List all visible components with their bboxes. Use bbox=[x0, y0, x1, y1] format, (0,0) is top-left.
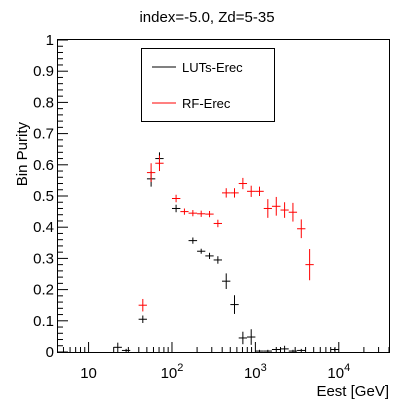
data-point bbox=[197, 248, 206, 254]
x-tick-base: 10 bbox=[244, 365, 261, 382]
y-tick-label: 0 bbox=[46, 344, 54, 361]
data-point bbox=[222, 188, 231, 198]
data-point bbox=[263, 349, 272, 352]
data-point bbox=[205, 210, 214, 218]
legend-label-rf: RF-Erec bbox=[182, 96, 231, 111]
data-point bbox=[247, 329, 256, 345]
data-point bbox=[180, 208, 189, 215]
data-point bbox=[247, 185, 256, 197]
data-point bbox=[205, 252, 214, 260]
data-series bbox=[113, 152, 339, 352]
legend: LUTs-Erec RF-Erec bbox=[141, 48, 275, 122]
data-point bbox=[297, 219, 306, 239]
data-point bbox=[113, 342, 122, 352]
data-point bbox=[297, 348, 306, 352]
data-point bbox=[255, 186, 264, 196]
y-tick-label: 0.8 bbox=[33, 94, 54, 111]
data-point bbox=[288, 202, 298, 222]
data-point bbox=[138, 315, 147, 323]
data-point bbox=[230, 295, 239, 314]
y-axis-label: Bin Purity bbox=[14, 122, 31, 187]
data-point bbox=[222, 273, 231, 289]
x-tick-label: 10 bbox=[80, 365, 97, 382]
data-point bbox=[305, 249, 314, 281]
y-tick-label: 0.5 bbox=[33, 188, 54, 205]
data-point bbox=[255, 349, 264, 352]
data-point bbox=[146, 163, 156, 182]
data-point bbox=[197, 210, 206, 217]
y-tick-label: 0.7 bbox=[33, 126, 54, 143]
y-tick-label: 0.4 bbox=[33, 219, 54, 236]
x-tick-label: 104 bbox=[327, 362, 350, 382]
chart-title: index=-5.0, Zd=5-35 bbox=[139, 9, 274, 26]
data-point bbox=[271, 347, 281, 352]
series-rf-erec bbox=[138, 155, 314, 312]
series-luts-erec bbox=[113, 152, 339, 352]
y-tick-label: 1 bbox=[46, 32, 54, 49]
y-tick-label: 0.1 bbox=[33, 313, 54, 330]
y-tick-label: 0.2 bbox=[33, 282, 54, 299]
x-axis-label: Eest [GeV] bbox=[316, 383, 389, 400]
legend-label-luts: LUTs-Erec bbox=[182, 60, 243, 75]
data-point bbox=[238, 331, 248, 345]
x-tick-base: 10 bbox=[327, 365, 344, 382]
x-tick-base: 10 bbox=[161, 365, 178, 382]
data-point bbox=[155, 155, 164, 172]
data-point bbox=[188, 210, 198, 217]
y-tick-label: 0.6 bbox=[33, 157, 54, 174]
plot-frame bbox=[57, 39, 390, 353]
y-axis: 0 0.1 0.2 0.3 0.4 0.5 0.6 0.7 0.8 0.9 1 bbox=[33, 32, 68, 361]
data-point bbox=[263, 199, 272, 218]
data-point bbox=[238, 177, 248, 190]
data-point bbox=[280, 345, 289, 352]
data-point bbox=[213, 219, 223, 228]
data-point bbox=[171, 204, 181, 213]
data-point bbox=[288, 349, 298, 352]
data-point bbox=[138, 298, 147, 312]
data-point bbox=[280, 202, 289, 218]
data-point bbox=[213, 256, 223, 264]
x-tick-exponent: 3 bbox=[261, 362, 267, 374]
data-point bbox=[171, 194, 181, 203]
data-point bbox=[330, 348, 339, 351]
x-tick-exponent: 4 bbox=[344, 362, 350, 374]
data-point bbox=[188, 237, 198, 244]
x-tick-label: 103 bbox=[244, 362, 267, 382]
data-point bbox=[271, 196, 281, 216]
data-point bbox=[121, 348, 131, 352]
data-point bbox=[230, 188, 239, 198]
y-tick-label: 0.9 bbox=[33, 63, 54, 80]
x-tick-label: 102 bbox=[161, 362, 184, 382]
x-tick-base: 10 bbox=[80, 365, 97, 382]
x-axis: 10 102 103 104 bbox=[62, 342, 390, 382]
legend-box bbox=[141, 48, 275, 122]
x-tick-exponent: 2 bbox=[177, 362, 183, 374]
y-tick-label: 0.3 bbox=[33, 250, 54, 267]
